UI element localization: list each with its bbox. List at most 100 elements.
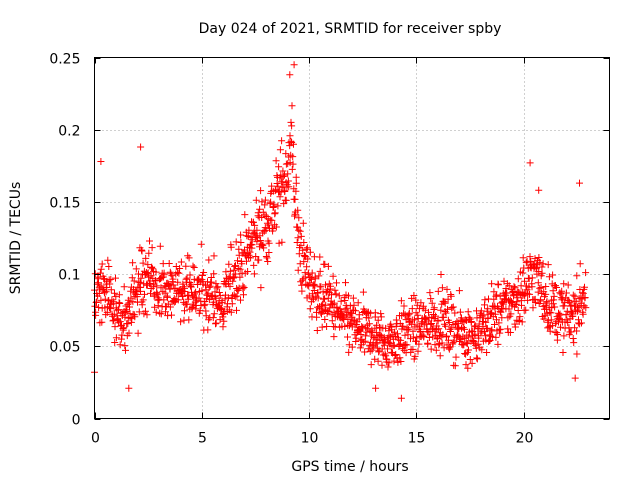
data-point [265, 249, 273, 256]
data-point [226, 267, 234, 275]
data-point [291, 195, 299, 203]
data-point [492, 333, 500, 341]
data-point [116, 300, 124, 307]
data-point [308, 269, 316, 277]
data-point [404, 325, 412, 333]
data-point [522, 259, 530, 267]
data-point [529, 304, 537, 312]
data-point [407, 335, 414, 343]
data-point [570, 339, 578, 347]
data-point [165, 260, 173, 267]
data-point [166, 268, 174, 276]
data-point [542, 283, 550, 290]
data-point [526, 253, 534, 261]
data-point [414, 347, 422, 355]
data-point [314, 294, 322, 302]
data-point [286, 132, 294, 140]
data-point [274, 182, 282, 190]
data-point [251, 221, 259, 229]
data-point [337, 308, 345, 316]
data-point [230, 266, 238, 274]
data-point [315, 272, 323, 280]
data-point [540, 315, 548, 323]
data-point [106, 304, 113, 312]
data-point [545, 273, 553, 281]
data-point [535, 268, 543, 275]
data-point [108, 296, 116, 304]
data-point [562, 311, 570, 319]
data-point [324, 262, 332, 270]
data-point [296, 227, 304, 235]
data-point [376, 331, 384, 339]
data-point [111, 323, 119, 331]
x-tick-label: 15 [408, 431, 426, 447]
data-point [397, 336, 405, 344]
data-point [526, 159, 534, 167]
data-point [253, 226, 261, 234]
data-point [355, 327, 363, 335]
data-point [574, 306, 582, 314]
data-point [134, 329, 142, 337]
data-point [316, 253, 324, 261]
data-point [514, 275, 522, 283]
data-point [105, 297, 113, 304]
data-point [261, 201, 269, 209]
data-point [233, 292, 241, 300]
data-point [200, 269, 208, 276]
data-point [511, 323, 519, 331]
data-point [359, 288, 367, 296]
data-point [346, 302, 354, 310]
data-point [348, 343, 356, 351]
data-point [320, 306, 328, 314]
data-point [560, 280, 568, 288]
data-point [376, 323, 383, 331]
data-point [354, 299, 362, 307]
data-point [329, 272, 337, 280]
data-point [331, 286, 339, 294]
data-point [201, 300, 209, 308]
data-point [232, 238, 240, 246]
data-point [441, 299, 449, 307]
data-point [477, 329, 485, 337]
data-point [562, 289, 570, 297]
data-point [274, 202, 282, 210]
data-point [484, 314, 492, 322]
data-point [243, 257, 250, 265]
data-point [409, 333, 417, 341]
data-point [202, 312, 210, 320]
data-point [487, 327, 495, 335]
data-point [335, 292, 343, 300]
data-point [365, 314, 373, 322]
data-point [92, 308, 100, 316]
data-point [318, 300, 326, 308]
data-point [328, 317, 336, 325]
data-point [297, 232, 305, 240]
data-point [438, 284, 446, 292]
data-point [256, 205, 264, 213]
data-point [272, 223, 280, 231]
data-point [278, 238, 286, 246]
data-point [333, 279, 340, 287]
data-point [429, 333, 437, 341]
data-point [550, 292, 558, 300]
data-point [178, 288, 185, 296]
data-point [192, 288, 200, 296]
data-point [153, 282, 161, 290]
data-point [557, 323, 564, 331]
data-point [442, 322, 450, 330]
data-point [181, 307, 188, 315]
data-point [115, 299, 123, 307]
data-point [148, 263, 156, 271]
data-point [227, 243, 235, 251]
data-point [249, 218, 257, 226]
data-point [549, 287, 557, 295]
x-tick-label: 5 [198, 431, 207, 447]
data-point [451, 362, 459, 370]
data-point [396, 354, 404, 362]
data-point [367, 309, 375, 317]
data-point [295, 250, 303, 258]
data-point [499, 300, 507, 308]
data-point [97, 282, 105, 290]
data-point [231, 293, 239, 301]
